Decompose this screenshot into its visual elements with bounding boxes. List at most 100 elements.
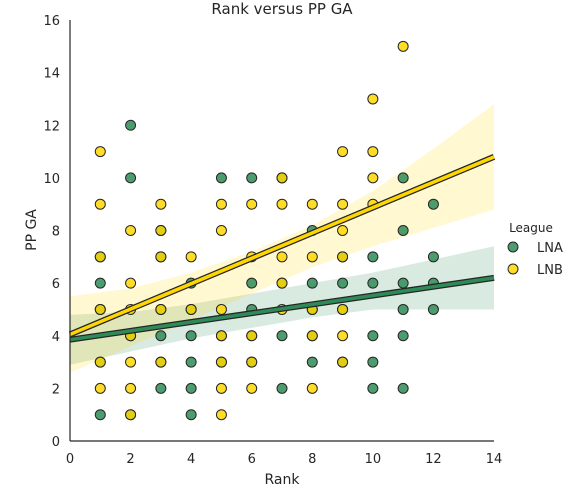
point-lnb xyxy=(337,198,349,210)
point-lnb xyxy=(125,277,137,289)
legend: League LNA LNB xyxy=(507,221,563,278)
y-tick-label: 2 xyxy=(52,382,60,397)
point-lnb xyxy=(276,251,288,263)
point-lna xyxy=(246,277,258,289)
point-lna xyxy=(185,356,197,368)
regression-line-lna xyxy=(69,276,495,342)
data-points xyxy=(94,40,439,421)
x-tick-label: 12 xyxy=(425,452,442,467)
point-lnb xyxy=(215,382,227,394)
x-tick-label: 6 xyxy=(248,452,256,467)
point-lnb xyxy=(215,198,227,210)
point-lna xyxy=(94,277,106,289)
point-lna xyxy=(276,382,288,394)
point-lnb xyxy=(185,251,197,263)
point-lnb xyxy=(155,303,167,315)
point-lna xyxy=(155,382,167,394)
point-lnb xyxy=(94,382,106,394)
point-lna xyxy=(94,409,106,421)
point-lnb xyxy=(125,409,137,421)
legend-marker-lnb xyxy=(507,263,519,275)
point-lnb xyxy=(155,251,167,263)
y-tick-label: 10 xyxy=(43,172,60,187)
point-lnb xyxy=(215,225,227,236)
point-lna xyxy=(427,198,439,210)
point-lnb xyxy=(306,198,318,210)
point-lnb xyxy=(155,356,167,368)
point-lnb xyxy=(337,303,349,315)
point-lnb xyxy=(125,356,137,368)
point-lna xyxy=(427,303,439,315)
y-tick-label: 4 xyxy=(52,330,60,345)
y-tick-labels: 0 2 4 6 8 10 12 14 16 xyxy=(43,14,60,450)
point-lna xyxy=(185,382,197,394)
point-lnb xyxy=(246,382,258,394)
point-lna xyxy=(397,382,409,394)
point-lnb xyxy=(215,409,227,421)
point-lnb xyxy=(367,172,379,184)
x-tick-label: 0 xyxy=(66,452,74,467)
point-lna xyxy=(155,330,167,342)
regression-lines xyxy=(68,154,496,343)
point-lnb xyxy=(337,251,349,263)
point-lnb xyxy=(337,330,349,342)
point-lna xyxy=(397,225,409,236)
point-lnb xyxy=(215,356,227,368)
x-tick-label: 8 xyxy=(308,452,316,467)
point-lna xyxy=(367,277,379,289)
point-lna xyxy=(125,119,137,131)
point-lnb xyxy=(185,303,197,315)
point-lna xyxy=(367,382,379,394)
point-lnb xyxy=(306,330,318,342)
point-lnb xyxy=(246,330,258,342)
x-tick-label: 4 xyxy=(187,452,195,467)
point-lnb xyxy=(337,225,349,236)
point-lna xyxy=(367,330,379,342)
point-lnb xyxy=(246,356,258,368)
point-lnb xyxy=(215,330,227,342)
point-lna xyxy=(185,409,197,421)
point-lnb xyxy=(367,146,379,158)
y-tick-label: 6 xyxy=(52,277,60,292)
point-lna xyxy=(397,330,409,342)
point-lna xyxy=(276,330,288,342)
point-lnb xyxy=(276,277,288,289)
point-lna xyxy=(397,303,409,315)
point-lnb xyxy=(306,251,318,263)
y-axis-label: PP GA xyxy=(24,209,40,251)
y-tick-label: 0 xyxy=(52,435,60,450)
point-lnb xyxy=(155,198,167,210)
y-tick-label: 12 xyxy=(43,119,60,134)
point-lnb xyxy=(94,251,106,263)
point-lnb xyxy=(155,225,167,236)
point-lna xyxy=(306,277,318,289)
point-lnb xyxy=(367,93,379,105)
chart-title: Rank versus PP GA xyxy=(211,0,353,18)
point-lnb xyxy=(337,146,349,158)
point-lnb xyxy=(125,225,137,236)
point-lna xyxy=(246,172,258,184)
point-lna xyxy=(427,251,439,263)
x-tick-labels: 0 2 4 6 8 10 12 14 xyxy=(66,452,502,467)
point-lna xyxy=(397,172,409,184)
point-lna xyxy=(306,356,318,368)
point-lna xyxy=(125,172,137,184)
point-lnb xyxy=(397,40,409,52)
ci-band-lnb xyxy=(70,104,494,373)
y-tick-label: 16 xyxy=(43,14,60,29)
point-lna xyxy=(367,356,379,368)
x-tick-label: 14 xyxy=(486,452,503,467)
point-lnb xyxy=(306,382,318,394)
legend-label-lnb: LNB xyxy=(537,263,563,278)
point-lna xyxy=(215,172,227,184)
point-lnb xyxy=(276,198,288,210)
x-tick-label: 2 xyxy=(126,452,134,467)
point-lna xyxy=(397,277,409,289)
point-lnb xyxy=(94,198,106,210)
point-lnb xyxy=(276,172,288,184)
legend-label-lna: LNA xyxy=(537,241,563,256)
point-lna xyxy=(337,277,349,289)
point-lna xyxy=(185,330,197,342)
point-lna xyxy=(367,251,379,263)
